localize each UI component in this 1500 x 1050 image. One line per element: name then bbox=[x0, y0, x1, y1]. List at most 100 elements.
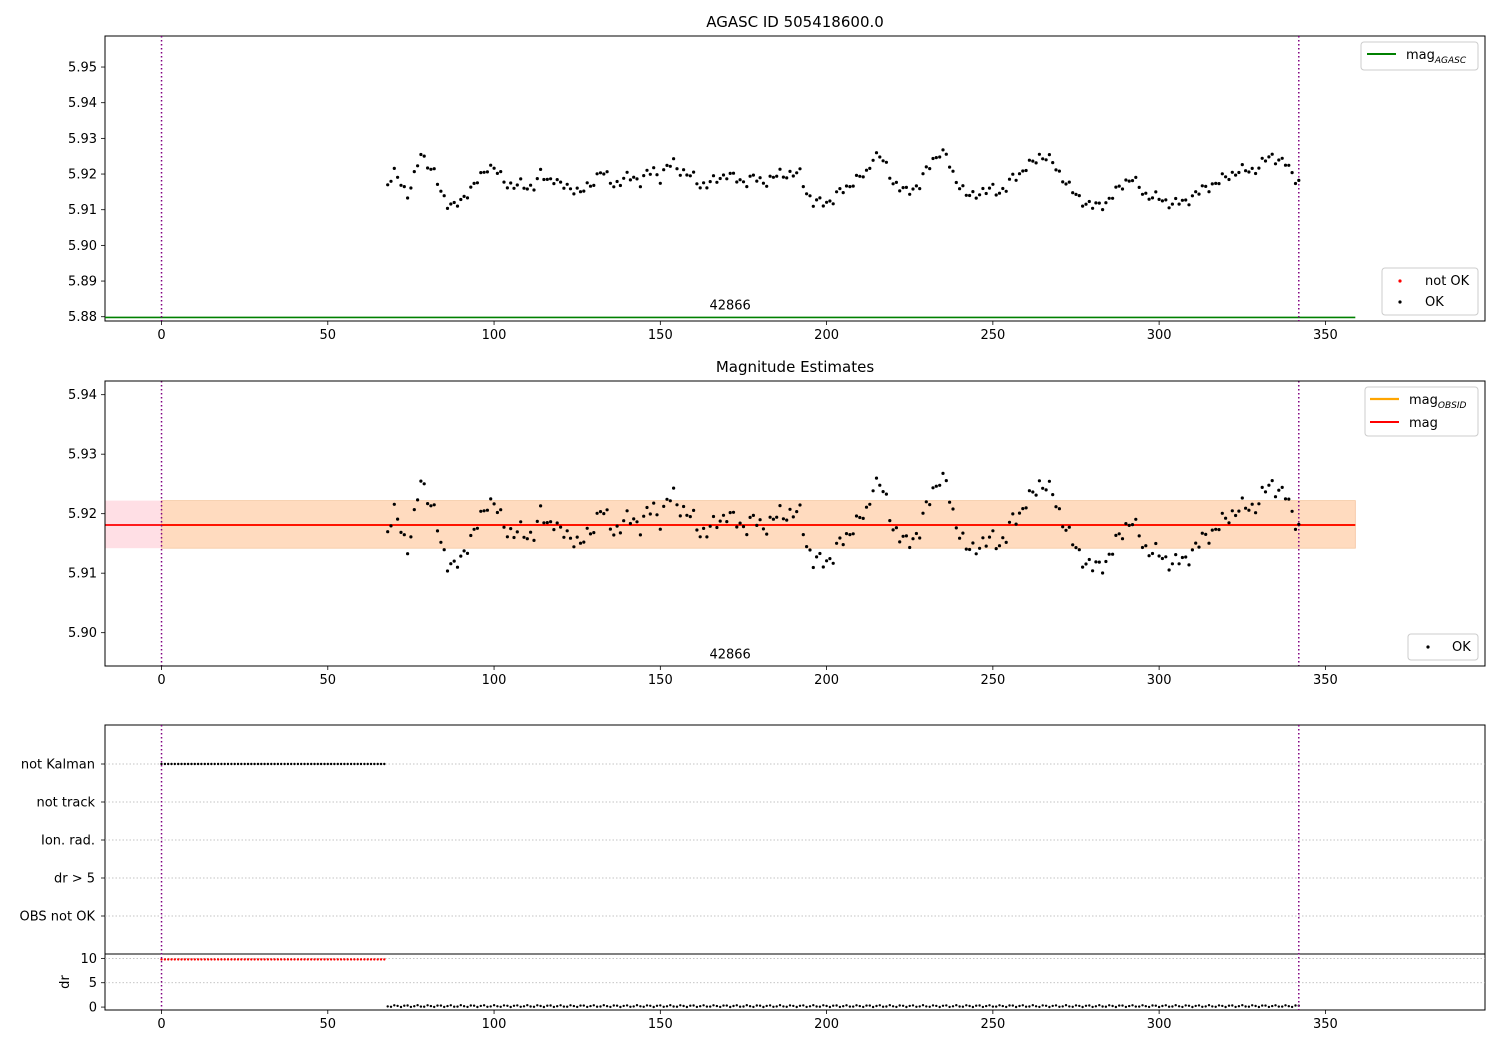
ok-point bbox=[389, 524, 393, 528]
ok-point bbox=[532, 188, 536, 192]
ok-point bbox=[1234, 173, 1238, 177]
ok-point bbox=[1114, 533, 1118, 538]
dr-point bbox=[280, 958, 283, 961]
ok-point bbox=[921, 511, 925, 515]
ok-point bbox=[499, 170, 503, 174]
middle-legend-ok: OK bbox=[1407, 633, 1479, 661]
ok-point bbox=[692, 170, 696, 174]
ok-point bbox=[529, 530, 533, 534]
flag-point bbox=[319, 762, 323, 766]
ok-point bbox=[445, 569, 450, 573]
dr-point bbox=[466, 1005, 469, 1009]
dr-point bbox=[263, 958, 266, 961]
ok-point bbox=[668, 499, 672, 503]
ok-point bbox=[539, 167, 543, 171]
ok-point bbox=[638, 533, 643, 537]
dr-point bbox=[472, 1004, 476, 1007]
ok-point bbox=[542, 521, 546, 525]
ok-point bbox=[482, 509, 486, 513]
ok-point bbox=[1214, 181, 1218, 185]
dr-point bbox=[413, 1005, 416, 1008]
dr-point bbox=[1161, 1004, 1164, 1008]
ok-point bbox=[805, 545, 809, 549]
y-tick-label: 5.88 bbox=[68, 310, 97, 325]
ok-point bbox=[615, 524, 619, 528]
ok-point bbox=[665, 163, 669, 167]
dr-point bbox=[818, 1005, 822, 1008]
ok-point bbox=[386, 530, 390, 534]
dr-point bbox=[1088, 1004, 1091, 1007]
flag-point bbox=[223, 762, 226, 766]
flag-point bbox=[343, 762, 346, 766]
dr-point bbox=[190, 958, 193, 961]
ok-point bbox=[818, 196, 822, 200]
dr-point bbox=[762, 1005, 765, 1009]
dr-point bbox=[1024, 1005, 1028, 1008]
dr-point bbox=[216, 958, 220, 961]
flag-point bbox=[186, 762, 190, 766]
ok-point bbox=[1031, 159, 1035, 163]
dr-point bbox=[958, 1005, 961, 1008]
dr-point bbox=[240, 958, 243, 961]
ok-point bbox=[1034, 161, 1038, 165]
dr-point bbox=[635, 1004, 639, 1007]
ok-point bbox=[529, 183, 533, 187]
flag-point bbox=[290, 762, 293, 766]
dr-point bbox=[1204, 1005, 1207, 1008]
dr-point bbox=[293, 958, 296, 961]
middle-panel: 5.90 5.91 5.92 5.93 5.94 0 50 100 150 200 250 300 3… bbox=[68, 380, 1486, 688]
ok-point bbox=[422, 154, 426, 158]
ok-point bbox=[402, 185, 406, 189]
flag-point bbox=[243, 762, 246, 766]
dr-point bbox=[629, 1005, 632, 1008]
ok-point bbox=[565, 182, 569, 186]
dr-point bbox=[705, 1005, 709, 1008]
dr-point bbox=[792, 1004, 795, 1008]
ok-point bbox=[592, 531, 596, 535]
dr-point bbox=[918, 1005, 921, 1008]
ok-point bbox=[435, 529, 440, 533]
ok-point bbox=[968, 547, 972, 552]
dr-point bbox=[586, 1005, 589, 1009]
ok-point bbox=[968, 193, 972, 198]
dr-point bbox=[1031, 1004, 1035, 1007]
dr-point bbox=[622, 1004, 625, 1008]
ok-point bbox=[994, 193, 998, 197]
flag-point bbox=[256, 762, 260, 766]
ok-point bbox=[994, 547, 998, 551]
flag-point bbox=[369, 762, 373, 766]
middle-panel-title: Magnitude Estimates bbox=[716, 358, 874, 376]
ok-point bbox=[628, 521, 633, 526]
ok-point bbox=[768, 174, 772, 178]
ok-point bbox=[715, 180, 719, 184]
flag-point bbox=[336, 762, 339, 766]
dr-point bbox=[702, 1004, 705, 1007]
ok-point bbox=[801, 185, 805, 189]
flag-point bbox=[293, 762, 296, 766]
x-tick-label: 50 bbox=[320, 1017, 337, 1032]
ok-point bbox=[894, 526, 899, 530]
flag-point bbox=[203, 762, 206, 766]
dr-point bbox=[1128, 1004, 1131, 1008]
dr-point bbox=[758, 1004, 762, 1007]
dr-point bbox=[1131, 1004, 1134, 1007]
flag-point bbox=[233, 762, 236, 766]
dr-point bbox=[349, 958, 353, 961]
ok-point bbox=[1280, 156, 1284, 160]
ok-point bbox=[479, 509, 483, 513]
x-tick-label: 350 bbox=[1313, 673, 1338, 688]
dr-point bbox=[1124, 1005, 1128, 1009]
dr-point bbox=[416, 1004, 419, 1007]
dr-point bbox=[1068, 1005, 1071, 1008]
ok-point bbox=[1227, 177, 1231, 182]
ok-point bbox=[808, 548, 812, 552]
ok-point bbox=[406, 196, 410, 200]
dr-point bbox=[659, 1004, 662, 1007]
ok-point bbox=[1024, 506, 1028, 510]
ok-point bbox=[499, 508, 503, 512]
dr-point bbox=[795, 1005, 798, 1009]
dr-point bbox=[286, 958, 290, 961]
ok-point bbox=[1111, 552, 1115, 556]
legend-frame bbox=[1360, 41, 1479, 71]
ok-point bbox=[462, 194, 466, 198]
